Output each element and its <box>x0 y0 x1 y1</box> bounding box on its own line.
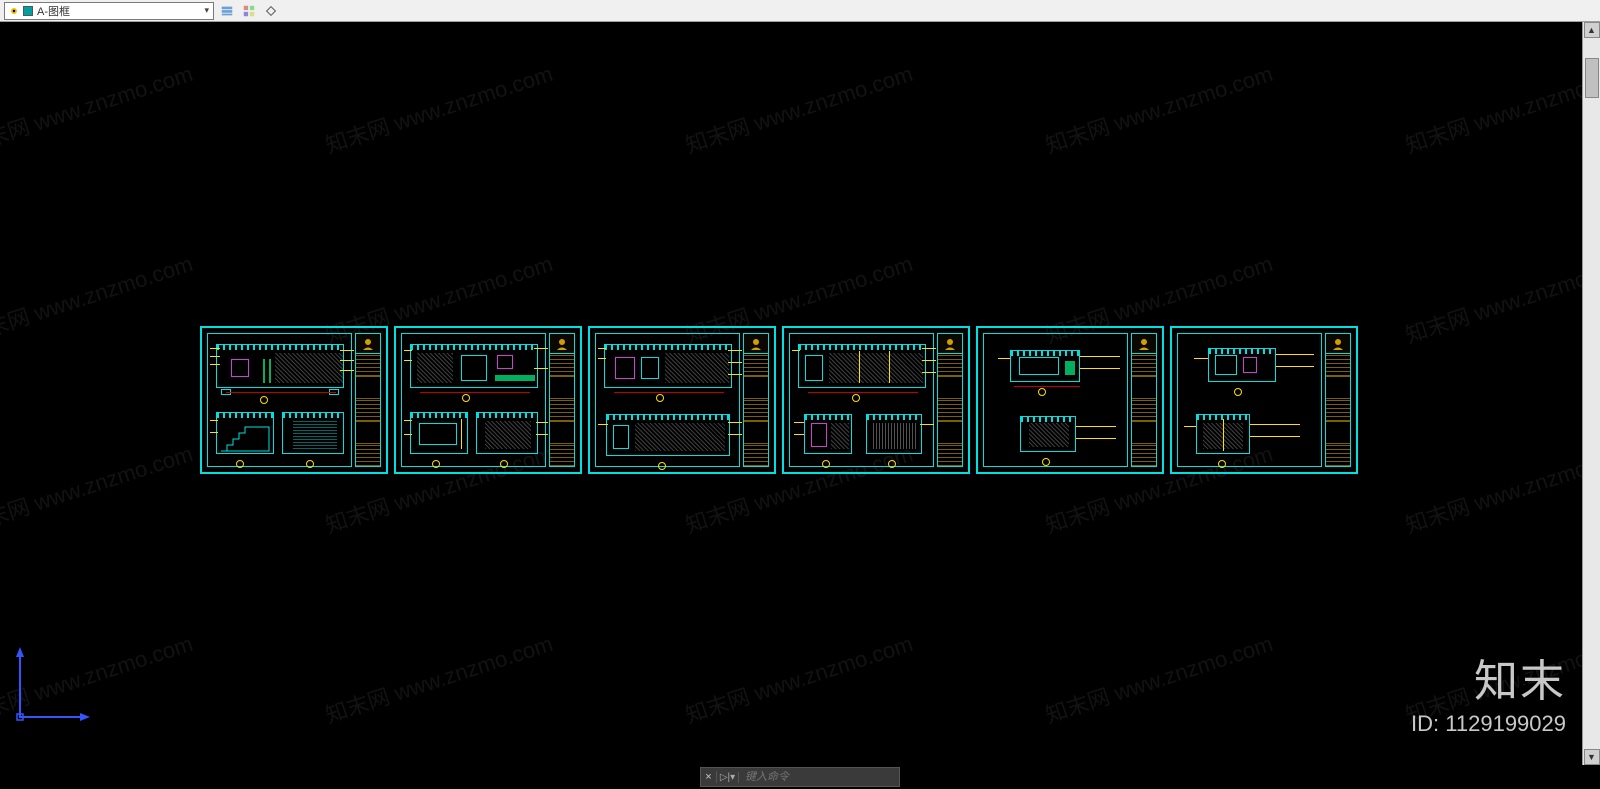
elevation-view <box>1020 416 1076 452</box>
watermark-text: 知末网 www.znzmo.com <box>681 56 916 160</box>
sheet-drawing-area <box>983 333 1128 467</box>
model-space-canvas[interactable]: 知末网 www.znzmo.com 知末网 www.znzmo.com 知末网 … <box>0 22 1582 765</box>
elevation-view <box>1010 350 1080 382</box>
elevation-view <box>282 412 344 454</box>
elevation-view <box>804 414 852 454</box>
scroll-thumb[interactable] <box>1585 58 1599 98</box>
watermark-text: 知末网 www.znzmo.com <box>1041 626 1276 730</box>
title-block <box>1131 333 1157 467</box>
watermark-text: 知末网 www.znzmo.com <box>1401 626 1582 730</box>
watermark-text: 知末网 www.znzmo.com <box>1401 56 1582 160</box>
elevation-view <box>866 414 922 454</box>
drawing-sheet[interactable] <box>394 326 582 474</box>
title-block <box>1325 333 1351 467</box>
brand-overlay: 知末 ID: 1129199029 <box>1411 645 1566 737</box>
watermark-text: 知末网 www.znzmo.com <box>321 626 556 730</box>
sheet-drawing-area <box>207 333 352 467</box>
title-block <box>549 333 575 467</box>
layer-dropdown[interactable]: A-图框 ▾ <box>4 2 214 20</box>
drawing-sheet[interactable] <box>200 326 388 474</box>
drawing-sheet[interactable] <box>588 326 776 474</box>
drawing-sheet[interactable] <box>782 326 970 474</box>
watermark-text: 知末网 www.znzmo.com <box>0 56 196 160</box>
elevation-view <box>1196 414 1250 454</box>
drawing-sheets-row <box>200 326 1358 474</box>
layer-props-icon[interactable] <box>240 2 258 20</box>
scroll-down-button[interactable]: ▼ <box>1584 749 1600 765</box>
elevation-view <box>476 412 538 454</box>
watermark-text: 知末网 www.znzmo.com <box>0 246 196 350</box>
brand-name: 知末 <box>1411 645 1566 709</box>
drawing-sheet[interactable] <box>1170 326 1358 474</box>
layer-name-label: A-图框 <box>37 3 70 19</box>
command-line-bar: × ▷|▾ <box>0 765 1600 789</box>
elevation-view <box>606 414 730 456</box>
watermark-text: 知末网 www.znzmo.com <box>0 436 196 540</box>
title-block <box>743 333 769 467</box>
drawing-sheet[interactable] <box>976 326 1164 474</box>
chevron-down-icon: ▾ <box>204 5 209 16</box>
elevation-view <box>216 344 344 388</box>
elevation-view <box>604 344 732 388</box>
sheet-drawing-area <box>595 333 740 467</box>
elevation-view <box>798 344 926 388</box>
sheet-drawing-area <box>401 333 546 467</box>
vertical-scrollbar[interactable]: ▲ ▼ <box>1582 22 1600 765</box>
watermark-text: 知末网 www.znzmo.com <box>1041 56 1276 160</box>
command-input[interactable] <box>739 771 899 783</box>
layer-visibility-icon <box>9 6 19 16</box>
title-block <box>355 333 381 467</box>
watermark-text: 知末网 www.znzmo.com <box>321 56 556 160</box>
brand-id-label: ID: 1129199029 <box>1411 711 1566 737</box>
sheet-drawing-area <box>789 333 934 467</box>
sheet-drawing-area <box>1177 333 1322 467</box>
layer-iso-icon[interactable] <box>262 2 280 20</box>
ucs-icon <box>12 645 92 725</box>
title-block <box>937 333 963 467</box>
layer-color-swatch <box>23 6 33 16</box>
elevation-view <box>1208 348 1276 382</box>
close-icon[interactable]: × <box>701 771 717 783</box>
elevation-view <box>410 412 468 454</box>
watermark-text: 知末网 www.znzmo.com <box>1401 246 1582 350</box>
watermark-text: 知末网 www.znzmo.com <box>1401 436 1582 540</box>
layer-toolbar: A-图框 ▾ <box>0 0 1600 22</box>
command-prompt-icon[interactable]: ▷|▾ <box>717 772 739 783</box>
elevation-view <box>216 412 274 454</box>
command-line[interactable]: × ▷|▾ <box>700 767 900 787</box>
title-block-logo <box>356 334 380 354</box>
layer-states-icon[interactable] <box>218 2 236 20</box>
scroll-up-button[interactable]: ▲ <box>1584 22 1600 38</box>
elevation-view <box>410 344 538 388</box>
watermark-text: 知末网 www.znzmo.com <box>681 626 916 730</box>
